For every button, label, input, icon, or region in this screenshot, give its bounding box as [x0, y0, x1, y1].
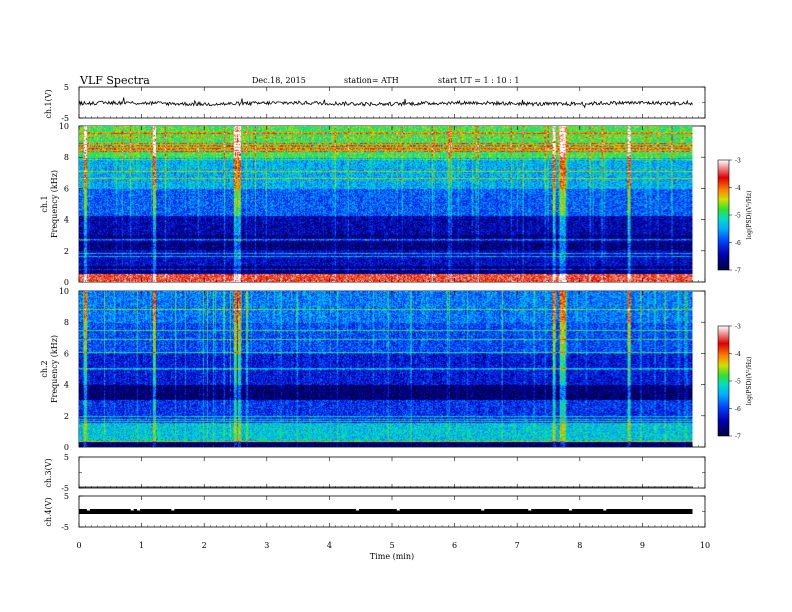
spec-y-tick-label: 10 [59, 122, 69, 131]
ch3-ylabel: ch.3(V) [44, 458, 53, 487]
ch1-colorbar-label: log(PSD)(V²/Hz) [746, 191, 753, 240]
x-tick-label: 8 [577, 541, 582, 550]
ch4-gap-4 [356, 509, 360, 511]
ch3-waveform-frame [78, 456, 706, 489]
spec-y-tick-label: 6 [64, 349, 69, 358]
y-tick-label: -5 [61, 484, 69, 493]
colorbar-tick-label: -4 [735, 351, 741, 358]
figure-title: VLF Spectra [79, 74, 150, 87]
spec-y-tick-label: 8 [64, 318, 69, 327]
spec-y-tick-label: 4 [64, 216, 69, 225]
ch2-spec-channel-label: ch.2 [40, 360, 49, 377]
colorbar-ticks: -3 -4 -5 -6 -7 -3 -4 -5 -6 -7 [729, 158, 741, 441]
spec-y-tick-label: 10 [59, 287, 69, 296]
ch1-spec-channel-label: ch.1 [40, 195, 49, 212]
x-axis-label: Time (min) [370, 552, 414, 561]
ch4-gap-0 [86, 509, 90, 511]
colorbar-tick-label: -5 [735, 379, 741, 386]
ch4-trace [79, 509, 693, 514]
spec-y-tick-label: 2 [64, 247, 69, 256]
ch4-band [79, 509, 693, 514]
colorbar-tick-label: -6 [735, 240, 741, 247]
spec-y-tick-label: 8 [64, 153, 69, 162]
colorbar-tick-label: -5 [735, 213, 741, 220]
ch4-gap-9 [603, 509, 607, 511]
spec-y-tick-label: 2 [64, 412, 69, 421]
ch1-colorbar [717, 159, 730, 271]
x-tick-label: 7 [515, 541, 520, 550]
colorbar-tick-label: -7 [735, 268, 741, 275]
y-tick-label: -5 [61, 114, 69, 123]
y-tick-label: 5 [64, 83, 69, 92]
x-tick-label: 2 [202, 541, 207, 550]
ch4-gap-8 [568, 509, 572, 511]
spec2-raster [79, 291, 693, 447]
ch4-ylabel: ch.4(V) [44, 497, 53, 526]
x-ticks: 0 1 2 3 4 5 6 7 8 9 10 [76, 87, 710, 550]
x-tick-label: 10 [700, 541, 710, 550]
start-time-label: start UT = 1 : 10 : 1 [438, 76, 519, 85]
x-tick-label: 9 [640, 541, 645, 550]
colorbar-tick-label: -7 [735, 434, 741, 441]
ch4-gap-5 [396, 509, 400, 511]
colorbar-tick-label: -3 [735, 324, 741, 331]
x-tick-label: 0 [76, 541, 81, 550]
y-tick-label: 5 [64, 453, 69, 462]
colorbar-tick-label: -3 [735, 158, 741, 165]
colorbar-tick-label: -6 [735, 406, 741, 413]
station-label: station= ATH [344, 76, 399, 85]
date-label: Dec.18, 2015 [252, 76, 306, 85]
ch2-spec-freq-label: Frequency (kHz) [50, 335, 59, 403]
x-tick-label: 4 [327, 541, 332, 550]
ch1-ylabel: ch.1(V) [44, 89, 53, 118]
ch4-gap-6 [481, 509, 485, 511]
x-tick-label: 5 [389, 541, 394, 550]
y-tick-label: 5 [64, 492, 69, 501]
spec-y-tick-label: 0 [64, 443, 69, 452]
spec-y-tick-label: 0 [64, 278, 69, 287]
spec1-raster [79, 126, 693, 282]
ch1-trace [78, 97, 693, 109]
ch1-spectrogram [79, 126, 693, 282]
ch1-spec-freq-label: Frequency (kHz) [50, 170, 59, 238]
ch2-spectrogram [79, 291, 693, 447]
spec-y-tick-label: 6 [64, 184, 69, 193]
ch4-gap-1 [130, 509, 134, 511]
x-tick-label: 3 [264, 541, 269, 550]
ch4-gap-2 [136, 509, 140, 511]
x-tick-label: 6 [452, 541, 457, 550]
ch4-gap-7 [528, 509, 532, 511]
spec-y-tick-label: 4 [64, 381, 69, 390]
x-tick-label: 1 [139, 541, 144, 550]
ch2-colorbar [717, 325, 730, 437]
colorbar-tick-label: -4 [735, 185, 741, 192]
y-tick-label: -5 [61, 523, 69, 532]
ch2-colorbar-label: log(PSD)(V²/Hz) [746, 357, 753, 406]
ch4-gap-3 [171, 509, 175, 511]
